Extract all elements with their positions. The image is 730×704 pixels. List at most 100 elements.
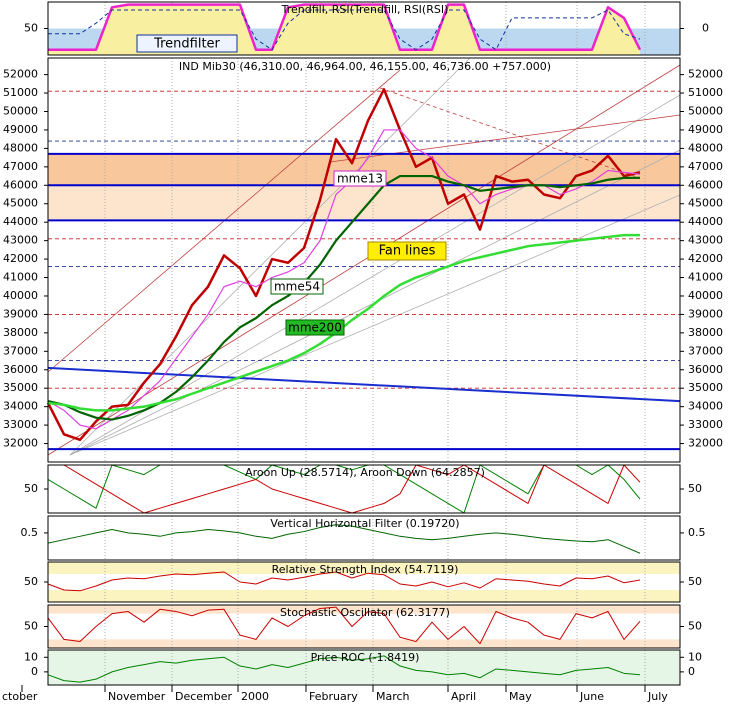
y-tick-label: 41000 bbox=[688, 271, 723, 284]
x-tick-label: May bbox=[509, 690, 532, 703]
y-tick-label: 34000 bbox=[3, 400, 38, 413]
y-tick-label: 48000 bbox=[688, 141, 723, 154]
y-tick-label: 0.5 bbox=[688, 526, 706, 539]
annotation: Fan lines bbox=[379, 244, 436, 259]
x-tick-label: June bbox=[579, 690, 604, 703]
band bbox=[48, 650, 680, 685]
series-line bbox=[47, 464, 641, 514]
panel-frame bbox=[47, 57, 681, 463]
y-tick-label: 40000 bbox=[688, 289, 723, 302]
panel-title: Stochastic Oscillator (62.3177) bbox=[280, 606, 450, 619]
series-line bbox=[48, 464, 641, 514]
panel-frame bbox=[47, 515, 681, 561]
series-line bbox=[48, 9, 641, 51]
y-tick-label: 50000 bbox=[3, 104, 38, 117]
backgrounds bbox=[48, 2, 680, 685]
y-tick-label: 51000 bbox=[3, 86, 38, 99]
y-tick-label: 34000 bbox=[688, 400, 723, 413]
band bbox=[48, 185, 680, 221]
panel-title: Price ROC (-1.8419) bbox=[311, 651, 420, 664]
y-tick-label: 50000 bbox=[688, 104, 723, 117]
legend-box bbox=[285, 319, 345, 336]
y-tick-label: 50 bbox=[24, 482, 38, 495]
y-tick-label: 44000 bbox=[688, 215, 723, 228]
panel-title: IND Mib30 (46,310.00, 46,964.00, 46,155.… bbox=[179, 60, 551, 73]
y-tick-label: 45000 bbox=[688, 197, 723, 210]
y-tick-label: 39000 bbox=[3, 307, 38, 320]
panel-title: Vertical Horizontal Filter (0.19720) bbox=[270, 517, 459, 530]
x-tick-label: April bbox=[451, 690, 476, 703]
y-tick-label: 10 bbox=[24, 650, 38, 663]
y-tick-label: 50 bbox=[24, 575, 38, 588]
y-tick-label: 47000 bbox=[688, 160, 723, 173]
y-tick-label: 42000 bbox=[688, 252, 723, 265]
y-tick-label: 41000 bbox=[3, 271, 38, 284]
series-line bbox=[47, 524, 641, 554]
y-tick-label: 37000 bbox=[3, 344, 38, 357]
x-tick-label: November bbox=[108, 690, 166, 703]
legend-box bbox=[270, 278, 324, 295]
y2-tick-label: 0 bbox=[702, 22, 709, 35]
y-tick-label: 46000 bbox=[688, 178, 723, 191]
y-tick-label: 0.5 bbox=[21, 526, 39, 539]
y-tick-label: 0 bbox=[31, 665, 38, 678]
y-tick-label: 50 bbox=[688, 620, 702, 633]
y-tick-label: 52000 bbox=[688, 68, 723, 81]
y-tick-label: 10 bbox=[688, 650, 702, 663]
y-tick-label: 38000 bbox=[688, 326, 723, 339]
band bbox=[48, 590, 680, 602]
y-tick-label: 37000 bbox=[688, 344, 723, 357]
y-tick-label: 46000 bbox=[3, 178, 38, 191]
y-tick-label: 43000 bbox=[3, 234, 38, 247]
series-line bbox=[47, 571, 641, 592]
series-line bbox=[47, 655, 641, 683]
y-tick-label: 45000 bbox=[3, 197, 38, 210]
label-box bbox=[136, 34, 238, 53]
y-tick-label: 48000 bbox=[3, 141, 38, 154]
y-tick-label: 33000 bbox=[3, 418, 38, 431]
y-tick-label: 51000 bbox=[688, 86, 723, 99]
x-tick-label: December bbox=[175, 690, 233, 703]
fan-line bbox=[48, 64, 680, 456]
fan-line bbox=[379, 87, 641, 179]
series-line bbox=[47, 606, 641, 645]
y-tick-label: 50 bbox=[24, 22, 38, 35]
x-tick-label: 2000 bbox=[241, 690, 269, 703]
panel-frame bbox=[47, 604, 681, 649]
y-tick-label: 35000 bbox=[688, 381, 723, 394]
panel-frame bbox=[47, 1, 681, 56]
y-tick-label: 49000 bbox=[3, 123, 38, 136]
legend-label: mme200 bbox=[288, 321, 342, 335]
y-tick-label: 33000 bbox=[688, 418, 723, 431]
fan-line bbox=[69, 58, 471, 456]
x-tick-label: July bbox=[647, 690, 668, 703]
y-tick-label: 52000 bbox=[3, 68, 38, 81]
band bbox=[48, 639, 680, 648]
y-tick-label: 36000 bbox=[688, 363, 723, 376]
fan-line bbox=[69, 194, 680, 456]
series-line bbox=[46, 88, 641, 442]
legend-label: mme54 bbox=[274, 280, 320, 294]
y-tick-label: 50 bbox=[688, 482, 702, 495]
panel-frame bbox=[47, 464, 681, 514]
x-tick-label: March bbox=[376, 690, 410, 703]
annotation-box bbox=[367, 241, 447, 261]
x-tick-label: February bbox=[309, 690, 358, 703]
panel-frame bbox=[47, 561, 681, 603]
y-tick-label: 42000 bbox=[3, 252, 38, 265]
y-tick-label: 40000 bbox=[3, 289, 38, 302]
legend-label: mme13 bbox=[337, 172, 383, 186]
y-tick-label: 32000 bbox=[688, 437, 723, 450]
y-tick-label: 38000 bbox=[3, 326, 38, 339]
panel-title: Trendfill, RSI(Trendfill, RSI(RSI) bbox=[281, 3, 449, 16]
y-tick-label: 47000 bbox=[3, 160, 38, 173]
legend-box bbox=[333, 170, 387, 187]
y-tick-label: 50 bbox=[24, 620, 38, 633]
series-line bbox=[48, 3, 642, 51]
y-tick-label: 32000 bbox=[3, 437, 38, 450]
band bbox=[48, 562, 680, 574]
y-tick-label: 36000 bbox=[3, 363, 38, 376]
band bbox=[48, 605, 680, 614]
